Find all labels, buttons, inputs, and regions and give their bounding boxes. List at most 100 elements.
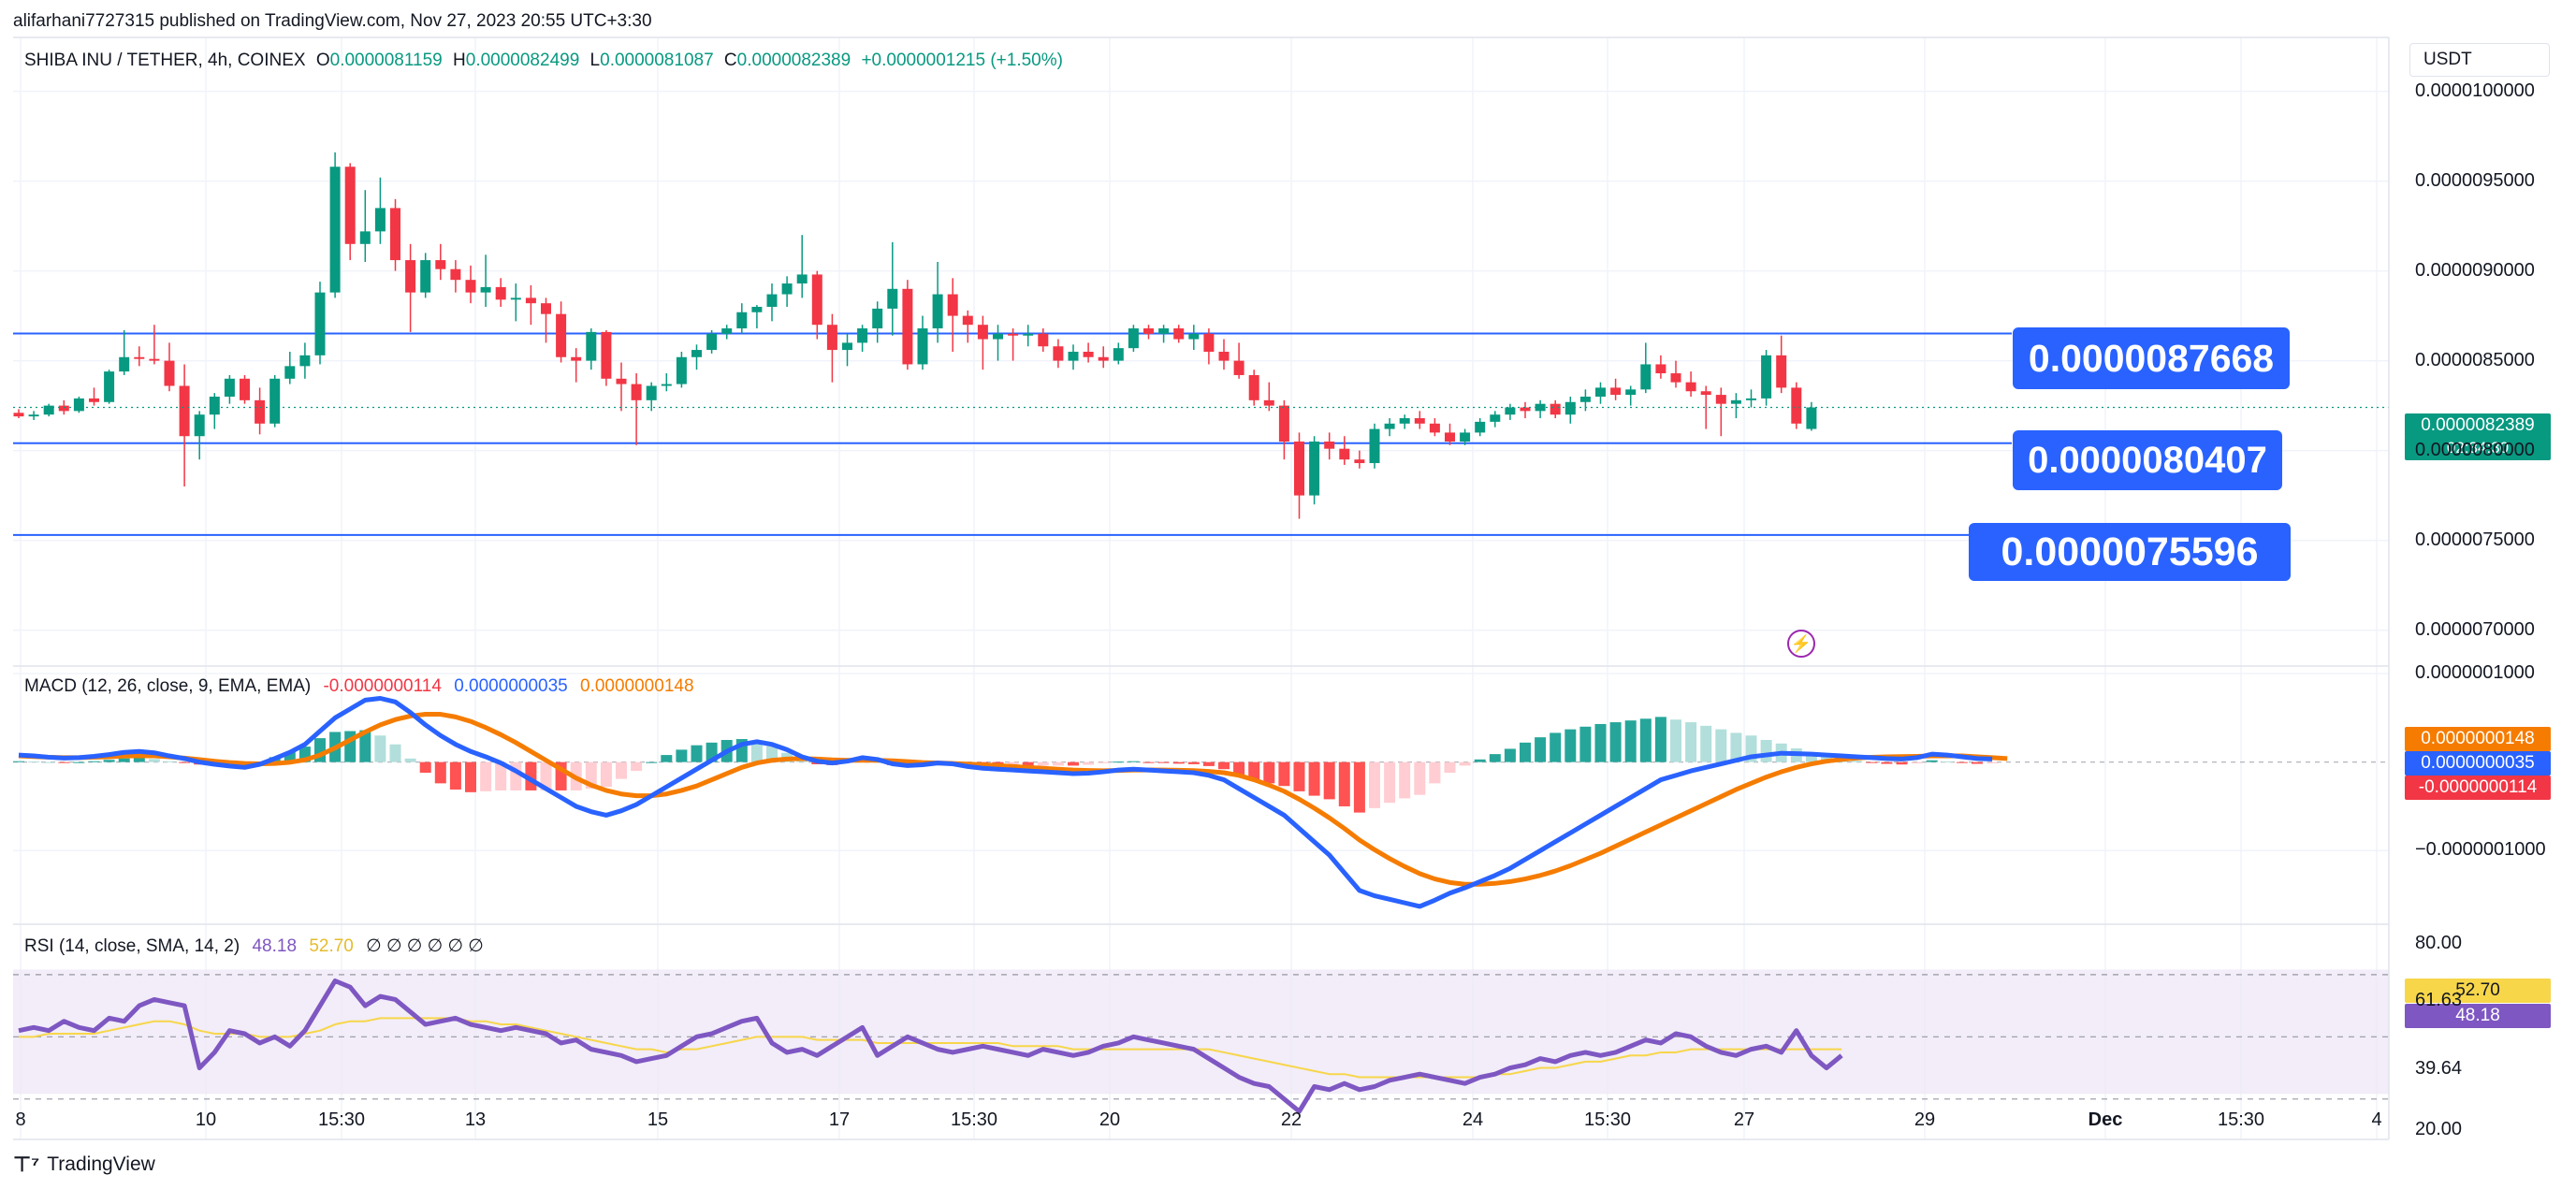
macd-hist-bar-100 <box>1520 742 1531 762</box>
level-label-1[interactable]: 0.0000087668 <box>2013 327 2290 389</box>
candle-body-56 <box>857 328 868 343</box>
time-tick-14: 15:30 <box>2217 1109 2265 1130</box>
candle-body-65 <box>993 333 1003 340</box>
macd-hist-bar-129 <box>1956 761 1968 763</box>
macd-signal-tag: 0.0000000148 <box>2405 727 2551 751</box>
macd-hist-bar-73 <box>1113 761 1125 763</box>
candle-body-48 <box>736 312 748 329</box>
price-tick-4: 0.0000080000 <box>2415 439 2535 460</box>
price-tick-2: 0.0000090000 <box>2415 259 2535 281</box>
macd-pane <box>13 696 2389 909</box>
price-tick-1: 0.0000095000 <box>2415 169 2535 191</box>
macd-lines <box>18 696 2008 909</box>
countdown-tag: 02:34:30 <box>2405 436 2551 460</box>
candle-body-2 <box>43 405 54 415</box>
macd-hist-bar-32 <box>495 761 507 790</box>
macd-hist-bar-75 <box>1142 761 1155 763</box>
candle-body-24 <box>374 208 386 232</box>
macd-hist-bar-99 <box>1504 748 1516 762</box>
alert-icon[interactable]: ⚡ <box>1787 630 1815 658</box>
candle-body-45 <box>691 350 702 357</box>
candle-body-1 <box>28 414 39 417</box>
macd-hist-bar-106 <box>1609 722 1622 762</box>
candle-body-53 <box>811 274 822 326</box>
low-label: L <box>589 51 601 70</box>
published-note: alifarhani7727315 published on TradingVi… <box>13 11 652 31</box>
macd-hist-bar-74 <box>1128 761 1140 762</box>
candle-body-55 <box>842 342 852 351</box>
candle-body-97 <box>1475 421 1486 433</box>
candle-body-93 <box>1414 418 1425 424</box>
rsi-title[interactable]: RSI (14, close, SMA, 14, 2) <box>24 936 240 956</box>
candle-body-42 <box>646 385 657 400</box>
currency-button[interactable]: USDT <box>2409 43 2550 77</box>
macd-hist-bar-92 <box>1399 761 1411 799</box>
macd-hist-bar-80 <box>1218 761 1230 770</box>
rsi-tick-0: 80.00 <box>2415 932 2463 953</box>
candle-body-111 <box>1685 382 1696 392</box>
candle-body-90 <box>1369 428 1380 464</box>
time-tick-6: 15:30 <box>950 1109 998 1130</box>
brand-footer[interactable]: ⊤⁷ TradingView <box>13 1153 155 1177</box>
macd-hist-bar-79 <box>1202 761 1215 766</box>
candle-body-92 <box>1399 418 1410 424</box>
candle-body-41 <box>631 384 642 400</box>
candle-body-113 <box>1715 395 1726 404</box>
candle-body-57 <box>872 308 883 329</box>
time-tick-9: 24 <box>1462 1109 1484 1130</box>
macd-hist-bar-45 <box>691 745 703 762</box>
candle-body-63 <box>962 315 973 326</box>
macd-hist-bar-131 <box>1987 761 1999 764</box>
macd-hist-bar-98 <box>1489 754 1501 762</box>
macd-tick-1: −0.0000001000 <box>2415 839 2546 861</box>
macd-hist-bar-101 <box>1535 737 1547 762</box>
candle-body-76 <box>1158 328 1170 334</box>
candlestick-series <box>13 152 2389 519</box>
time-tick-11: 27 <box>1733 1109 1755 1130</box>
macd-hist-bar-6 <box>103 760 115 762</box>
candle-body-110 <box>1670 373 1681 383</box>
macd-hist-bar-103 <box>1565 729 1577 762</box>
candle-body-87 <box>1324 442 1335 449</box>
candle-body-91 <box>1384 423 1395 429</box>
rsi-ma-tag: 52.70 <box>2405 979 2551 1003</box>
macd-hist-bar-88 <box>1338 761 1350 806</box>
macd-hist-bar-5 <box>88 761 100 762</box>
candle-body-33 <box>510 297 521 300</box>
candle-body-66 <box>1008 333 1019 336</box>
macd-line-value: 0.0000000035 <box>454 676 568 696</box>
candle-body-5 <box>89 398 99 402</box>
macd-hist-bar-25 <box>389 744 401 762</box>
horizontal-levels[interactable] <box>13 332 2012 536</box>
candle-body-99 <box>1505 407 1516 415</box>
candle-body-70 <box>1068 352 1079 361</box>
macd-title[interactable]: MACD (12, 26, close, 9, EMA, EMA) <box>24 676 312 696</box>
candle-body-44 <box>676 356 687 384</box>
macd-hist-bar-24 <box>374 735 386 762</box>
rsi-pane <box>13 969 2389 1114</box>
level-label-2[interactable]: 0.0000080407 <box>2013 430 2282 490</box>
candle-body-0 <box>13 413 24 417</box>
macd-hist-bar-128 <box>1941 761 1953 762</box>
symbol-title[interactable]: SHIBA INU / TETHER, 4h, COINEX <box>24 51 306 70</box>
level-label-3[interactable]: 0.0000075596 <box>1969 523 2291 581</box>
candle-body-79 <box>1203 333 1215 352</box>
candle-body-20 <box>314 292 326 355</box>
macd-hist-bar-67 <box>1022 761 1034 766</box>
macd-hist-bar-52 <box>796 760 808 762</box>
candle-body-30 <box>465 280 476 293</box>
close-label: C <box>723 51 737 70</box>
macd-hist-bar-4 <box>73 761 85 763</box>
macd-hist-bar-87 <box>1323 761 1335 800</box>
candle-body-115 <box>1746 398 1756 400</box>
candle-body-21 <box>329 167 341 293</box>
candle-body-6 <box>104 371 115 402</box>
candle-body-15 <box>240 378 250 400</box>
macd-legend: MACD (12, 26, close, 9, EMA, EMA) -0.000… <box>24 676 694 697</box>
macd-hist-bar-77 <box>1172 761 1185 764</box>
candle-body-62 <box>947 294 958 316</box>
macd-hist-bar-78 <box>1187 761 1200 764</box>
rsi-tag: 48.18 <box>2405 1004 2551 1028</box>
time-tick-10: 15:30 <box>1583 1109 1632 1130</box>
close-value: 0.0000082389 <box>736 51 851 70</box>
